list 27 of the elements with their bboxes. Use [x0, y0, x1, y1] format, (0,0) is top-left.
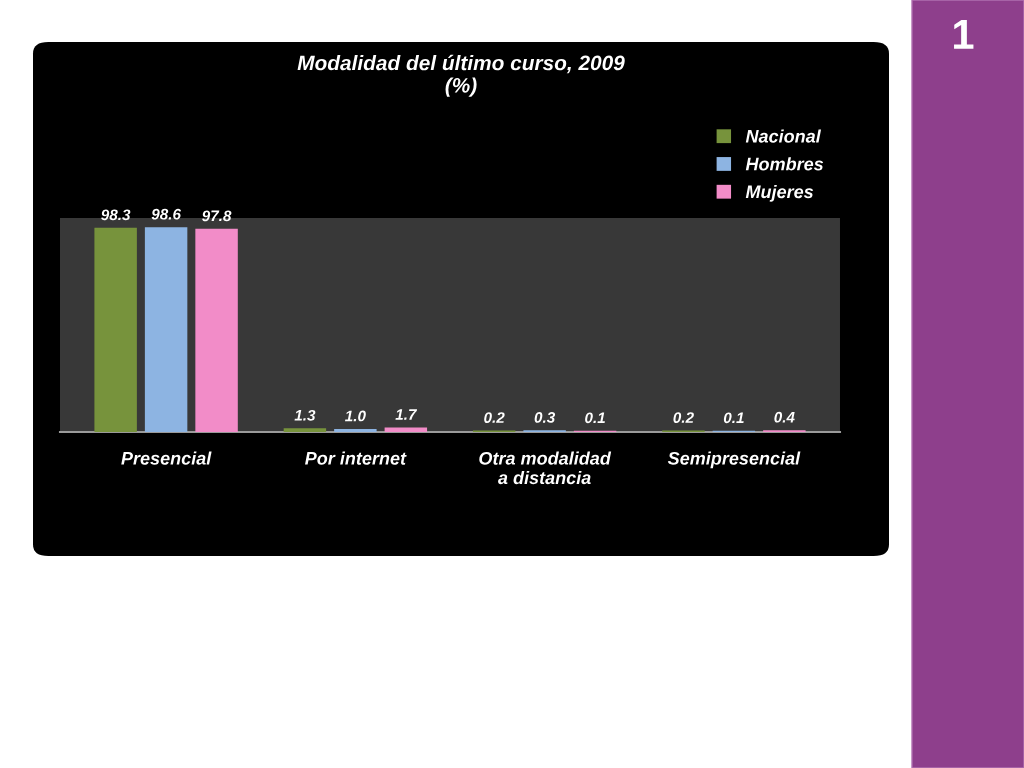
bar: [384, 427, 428, 432]
bar: [283, 428, 327, 432]
data-label: 0.3: [534, 411, 556, 423]
text: 1: [954, 20, 974, 49]
data-label: 97.8: [202, 210, 232, 222]
chart-title: Modalidad del último curso, 2009 (%): [297, 54, 625, 97]
data-label: 0.1: [585, 412, 605, 424]
data-label: 98.6: [151, 208, 182, 220]
bar: [94, 227, 137, 432]
data-label: 0.1: [723, 412, 744, 424]
data-label: 1.0: [345, 410, 366, 422]
x-tick-label: Por internet: [305, 451, 407, 465]
bar: [334, 428, 377, 432]
data-label: 0.2: [484, 412, 505, 424]
x-tick-label: Otra modalidad a distancia: [479, 451, 612, 485]
legend-label: Nacional: [745, 129, 822, 143]
data-label: 1.3: [294, 409, 316, 421]
legend-label: Hombres: [745, 157, 824, 171]
data-label: 0.2: [673, 412, 694, 424]
data-label: 98.3: [101, 209, 131, 221]
data-label: 1.7: [395, 409, 418, 420]
data-label: 0.4: [774, 411, 795, 423]
bar: [195, 228, 238, 432]
x-tick-label: Semipresencial: [667, 451, 801, 469]
legend-label: Mujeres: [745, 184, 814, 202]
x-tick-label: Presencial: [121, 451, 212, 465]
bar: [144, 227, 188, 432]
